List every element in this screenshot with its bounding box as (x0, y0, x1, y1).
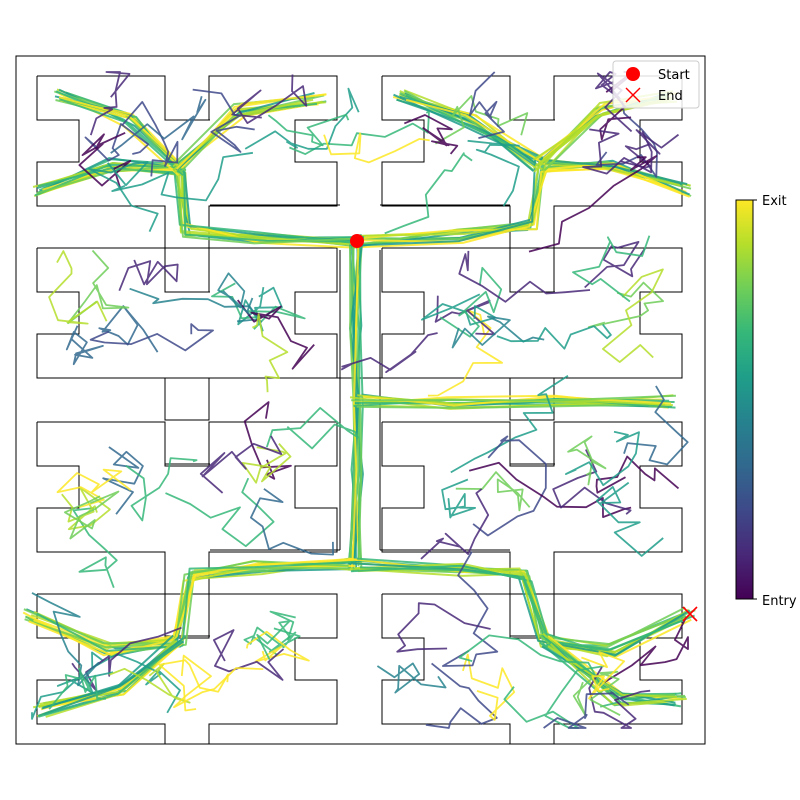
trajectory-paths (22, 71, 696, 729)
end-marker (682, 606, 698, 622)
colorbar-gradient (735, 199, 754, 600)
legend-end-symbol (625, 87, 641, 103)
start-marker (350, 234, 364, 248)
colorbar-top-label: Exit (762, 194, 787, 209)
maze-walls (36, 75, 683, 744)
colorbar: Exit Entry (735, 194, 797, 609)
colorbar-bottom-label: Entry (762, 594, 797, 609)
legend-start-label: Start (658, 68, 690, 83)
legend-end-label: End (658, 89, 683, 104)
legend: Start End (612, 60, 700, 109)
legend-start-symbol (626, 67, 640, 81)
